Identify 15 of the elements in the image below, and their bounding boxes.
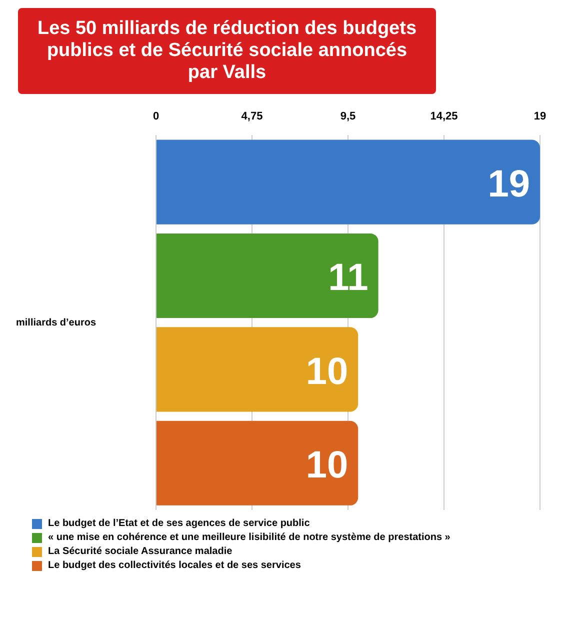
x-tick-label: 9,5 <box>340 110 356 123</box>
data-label: 11 <box>328 257 368 300</box>
text: milliards d’euros <box>16 317 96 328</box>
chart-title: Les 50 milliards de réduction des budgets publics et de Sécurité sociale annoncés par Valls <box>18 8 436 94</box>
data-label: 19 <box>488 164 530 206</box>
legend-label: La Sécurité sociale Assurance maladie <box>48 546 232 557</box>
legend-label: Le budget de l’Etat et de ses agences de service public <box>48 518 310 529</box>
data-label: 10 <box>306 350 348 393</box>
x-tick-label: 4,75 <box>241 110 263 123</box>
legend-label: Le budget des collectivités locales et de ses services <box>48 560 301 571</box>
data-label: 10 <box>306 444 348 487</box>
x-tick-label: 14,25 <box>430 110 458 123</box>
x-tick-label: 19 <box>534 110 546 123</box>
x-tick-label: 0 <box>152 110 160 123</box>
legend-label: « une mise en cohérence et une meilleure lisibilité de notre système de prestations » <box>48 532 450 543</box>
